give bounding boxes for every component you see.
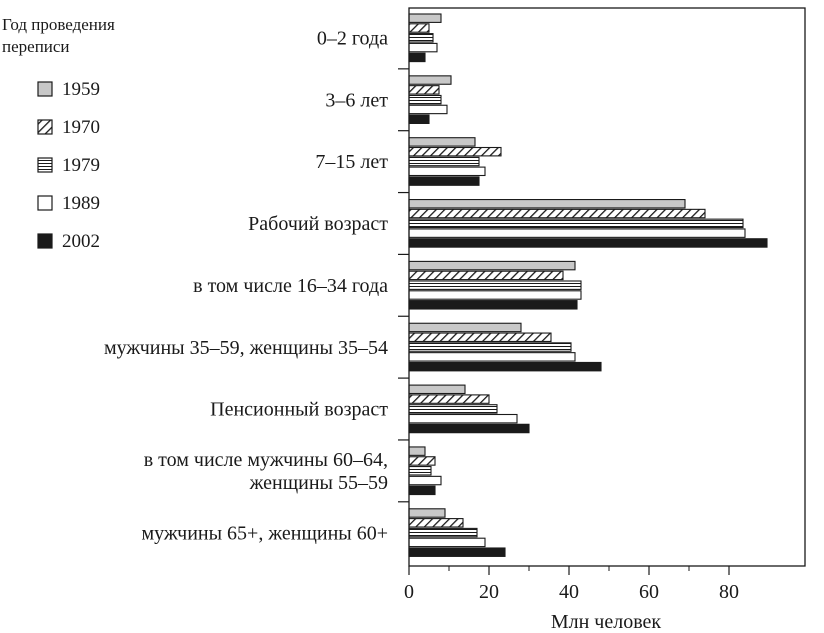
- bar-1989-6: [408, 352, 576, 362]
- category-label: 7–15 лет: [315, 151, 388, 173]
- bar-1979-5: [408, 280, 582, 290]
- legend: Год проведения переписи 1959 1970 1979 1989 20…: [2, 15, 115, 252]
- legend-label: 1979: [62, 155, 100, 176]
- bar-1979-3: [408, 156, 480, 167]
- bar-1959-3: [408, 137, 476, 147]
- bar-1979-8: [408, 465, 432, 476]
- bar-1979-4: [408, 218, 744, 229]
- bar-1989-4: [408, 228, 746, 238]
- x-tick-label: 80: [719, 581, 739, 603]
- bar-1989-2: [408, 104, 448, 115]
- bar-1970-2: [408, 85, 440, 95]
- bar-1970-9: [408, 518, 464, 528]
- bar-2002-9: [408, 547, 506, 557]
- plot-frame: [408, 7, 806, 567]
- bar-1970-1: [408, 23, 430, 33]
- x-tick-label: 60: [639, 581, 659, 603]
- bar-2002-8: [408, 485, 436, 496]
- category-label: в том числе 16–34 года: [193, 275, 388, 297]
- bars: [408, 13, 768, 557]
- bar-1989-5: [408, 290, 582, 300]
- legend-swatch-2002: [37, 233, 53, 249]
- category-labels: 0–2 года 3–6 лет 7–15 лет Рабочий возраст в …: [104, 28, 388, 545]
- bar-2002-6: [408, 361, 602, 372]
- legend-swatch-1959: [37, 81, 53, 97]
- x-tick-label: 40: [559, 581, 579, 603]
- legend-label: 1989: [62, 193, 100, 214]
- bar-2002-7: [408, 423, 530, 434]
- bar-1970-4: [408, 208, 706, 219]
- bar-2002-2: [408, 114, 430, 125]
- category-label: 0–2 года: [317, 28, 388, 50]
- bar-1989-8: [408, 475, 442, 486]
- bar-1989-9: [408, 537, 486, 548]
- x-tick-label: 0: [404, 581, 414, 603]
- bar-1970-7: [408, 394, 490, 404]
- bar-1970-3: [408, 146, 502, 157]
- category-label: мужчины 35–59, женщины 35–54: [104, 337, 388, 359]
- bar-1970-8: [408, 456, 436, 466]
- bar-1989-7: [408, 413, 518, 424]
- bar-1979-2: [408, 94, 442, 105]
- category-label: в том числе мужчины 60–64,: [144, 449, 388, 471]
- bar-1959-9: [408, 508, 446, 518]
- legend-label: 2002: [62, 231, 100, 252]
- bar-1970-6: [408, 332, 552, 342]
- category-label: Рабочий возраст: [248, 213, 388, 235]
- bar-1970-5: [408, 270, 564, 281]
- bar-2002-1: [408, 52, 426, 63]
- bar-2002-3: [408, 176, 480, 186]
- bar-1959-8: [408, 446, 426, 456]
- bar-1959-2: [408, 75, 452, 85]
- x-tick-label: 20: [479, 581, 499, 603]
- bar-1989-1: [408, 42, 438, 53]
- x-axis-label: Млн человек: [551, 611, 662, 633]
- category-label: 3–6 лет: [325, 89, 388, 111]
- bar-1979-7: [408, 404, 498, 414]
- legend-title: переписи: [2, 37, 70, 56]
- legend-swatch-1970: [37, 119, 53, 135]
- category-label: мужчины 65+, женщины 60+: [141, 522, 388, 544]
- legend-label: 1970: [62, 117, 100, 138]
- bar-1989-3: [408, 166, 486, 177]
- legend-label: 1959: [62, 79, 100, 100]
- bar-1959-5: [408, 260, 576, 271]
- bar-1979-9: [408, 527, 478, 538]
- legend-title: Год проведения: [2, 15, 115, 34]
- legend-swatch-1979: [37, 157, 53, 173]
- category-label: Пенсионный возраст: [210, 399, 388, 421]
- bar-1959-7: [408, 384, 466, 395]
- bar-1959-6: [408, 322, 522, 333]
- bar-1959-4: [408, 199, 686, 209]
- bar-1979-6: [408, 342, 572, 352]
- category-label: женщины 55–59: [249, 472, 388, 494]
- bar-1959-1: [408, 13, 442, 23]
- bar-2002-5: [408, 300, 578, 310]
- bar-1979-1: [408, 33, 434, 43]
- bar-2002-4: [408, 238, 768, 248]
- legend-swatch-1989: [37, 195, 53, 211]
- axes: 0 20 40 60 80 Млн человек: [398, 7, 806, 633]
